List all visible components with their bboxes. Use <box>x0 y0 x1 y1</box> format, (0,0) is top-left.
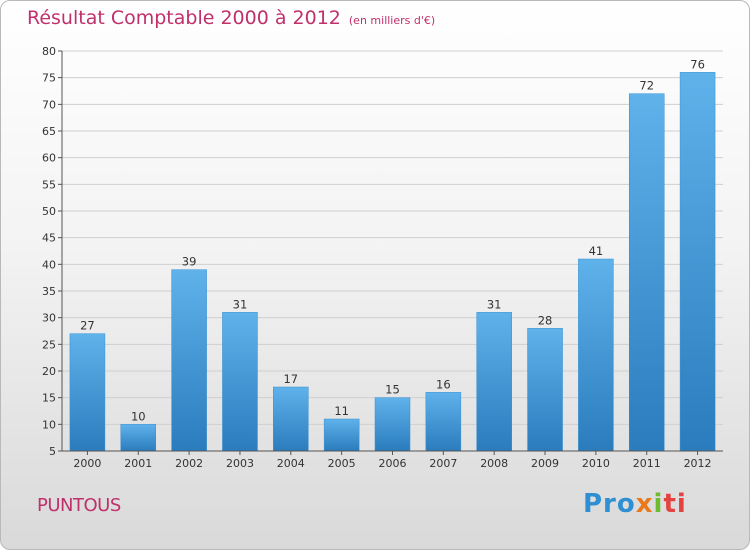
y-tick-label: 80 <box>42 45 56 58</box>
x-tick-label: 2010 <box>582 457 610 470</box>
x-tick-label: 2003 <box>226 457 254 470</box>
bar-2008 <box>476 312 512 452</box>
x-tick-label: 2011 <box>633 457 661 470</box>
y-tick-label: 55 <box>42 178 56 191</box>
bar-2000 <box>69 333 106 452</box>
logo-part-4: ti <box>663 489 687 519</box>
logo-part-2: x <box>635 489 654 519</box>
chart-subtitle: (en milliers d'€) <box>348 14 436 27</box>
x-tick-label: 2001 <box>124 457 152 470</box>
y-tick-label: 10 <box>42 418 56 431</box>
x-tick-label: 2012 <box>684 457 712 470</box>
x-tick-label: 2004 <box>277 457 305 470</box>
bar-2004 <box>273 386 309 452</box>
y-tick-label: 15 <box>42 392 56 405</box>
y-tick-label: 70 <box>42 98 56 111</box>
y-tick-label: 60 <box>42 152 56 165</box>
bar-2007 <box>425 392 462 452</box>
x-tick-label: 2002 <box>175 457 203 470</box>
bar-value-label: 17 <box>283 372 298 386</box>
bar-2001 <box>120 424 157 452</box>
bar-2006 <box>374 397 411 452</box>
bar-value-label: 31 <box>487 297 502 311</box>
y-tick-label: 20 <box>42 365 56 378</box>
bar-2012 <box>679 72 716 452</box>
bar-value-label: 28 <box>538 313 553 327</box>
x-tick-label: 2006 <box>379 457 407 470</box>
bar-2003 <box>222 312 258 452</box>
bar-value-label: 11 <box>334 404 349 418</box>
bar-value-label: 31 <box>233 297 248 311</box>
x-tick-label: 2000 <box>73 457 101 470</box>
bar-value-label: 10 <box>131 409 146 423</box>
x-tick-label: 2007 <box>429 457 457 470</box>
bar-2005 <box>323 418 360 452</box>
bar-value-label: 41 <box>589 244 604 258</box>
chart-title-text: Résultat Comptable 2000 à 2012 <box>27 7 341 29</box>
x-tick-label: 2009 <box>531 457 559 470</box>
y-tick-label: 5 <box>49 445 56 458</box>
bar-value-label: 76 <box>690 57 705 71</box>
logo-part-1: Pro <box>583 489 636 519</box>
y-tick-label: 50 <box>42 205 56 218</box>
proxiti-logo: Proxiti <box>583 489 687 519</box>
bar-value-label: 27 <box>80 319 95 333</box>
chart-title: Résultat Comptable 2000 à 2012 (en millie… <box>27 7 435 29</box>
x-tick-label: 2008 <box>480 457 508 470</box>
bar-value-label: 39 <box>182 255 197 269</box>
bar-value-label: 15 <box>385 383 400 397</box>
y-tick-label: 25 <box>42 338 56 351</box>
y-tick-label: 75 <box>42 72 56 85</box>
logo-part-3: i <box>653 489 664 519</box>
bar-value-label: 72 <box>639 79 654 93</box>
y-tick-label: 45 <box>42 232 56 245</box>
bar-value-label: 16 <box>436 377 451 391</box>
bar-2002 <box>171 269 207 452</box>
commune-name: PUNTOUS <box>37 495 121 516</box>
y-tick-label: 65 <box>42 125 56 138</box>
bar-2009 <box>527 328 563 452</box>
bar-2010 <box>578 258 614 452</box>
y-tick-label: 30 <box>42 312 56 325</box>
y-tick-label: 35 <box>42 285 56 298</box>
y-tick-label: 40 <box>42 258 56 271</box>
x-tick-label: 2005 <box>328 457 356 470</box>
bar-2011 <box>628 93 665 452</box>
